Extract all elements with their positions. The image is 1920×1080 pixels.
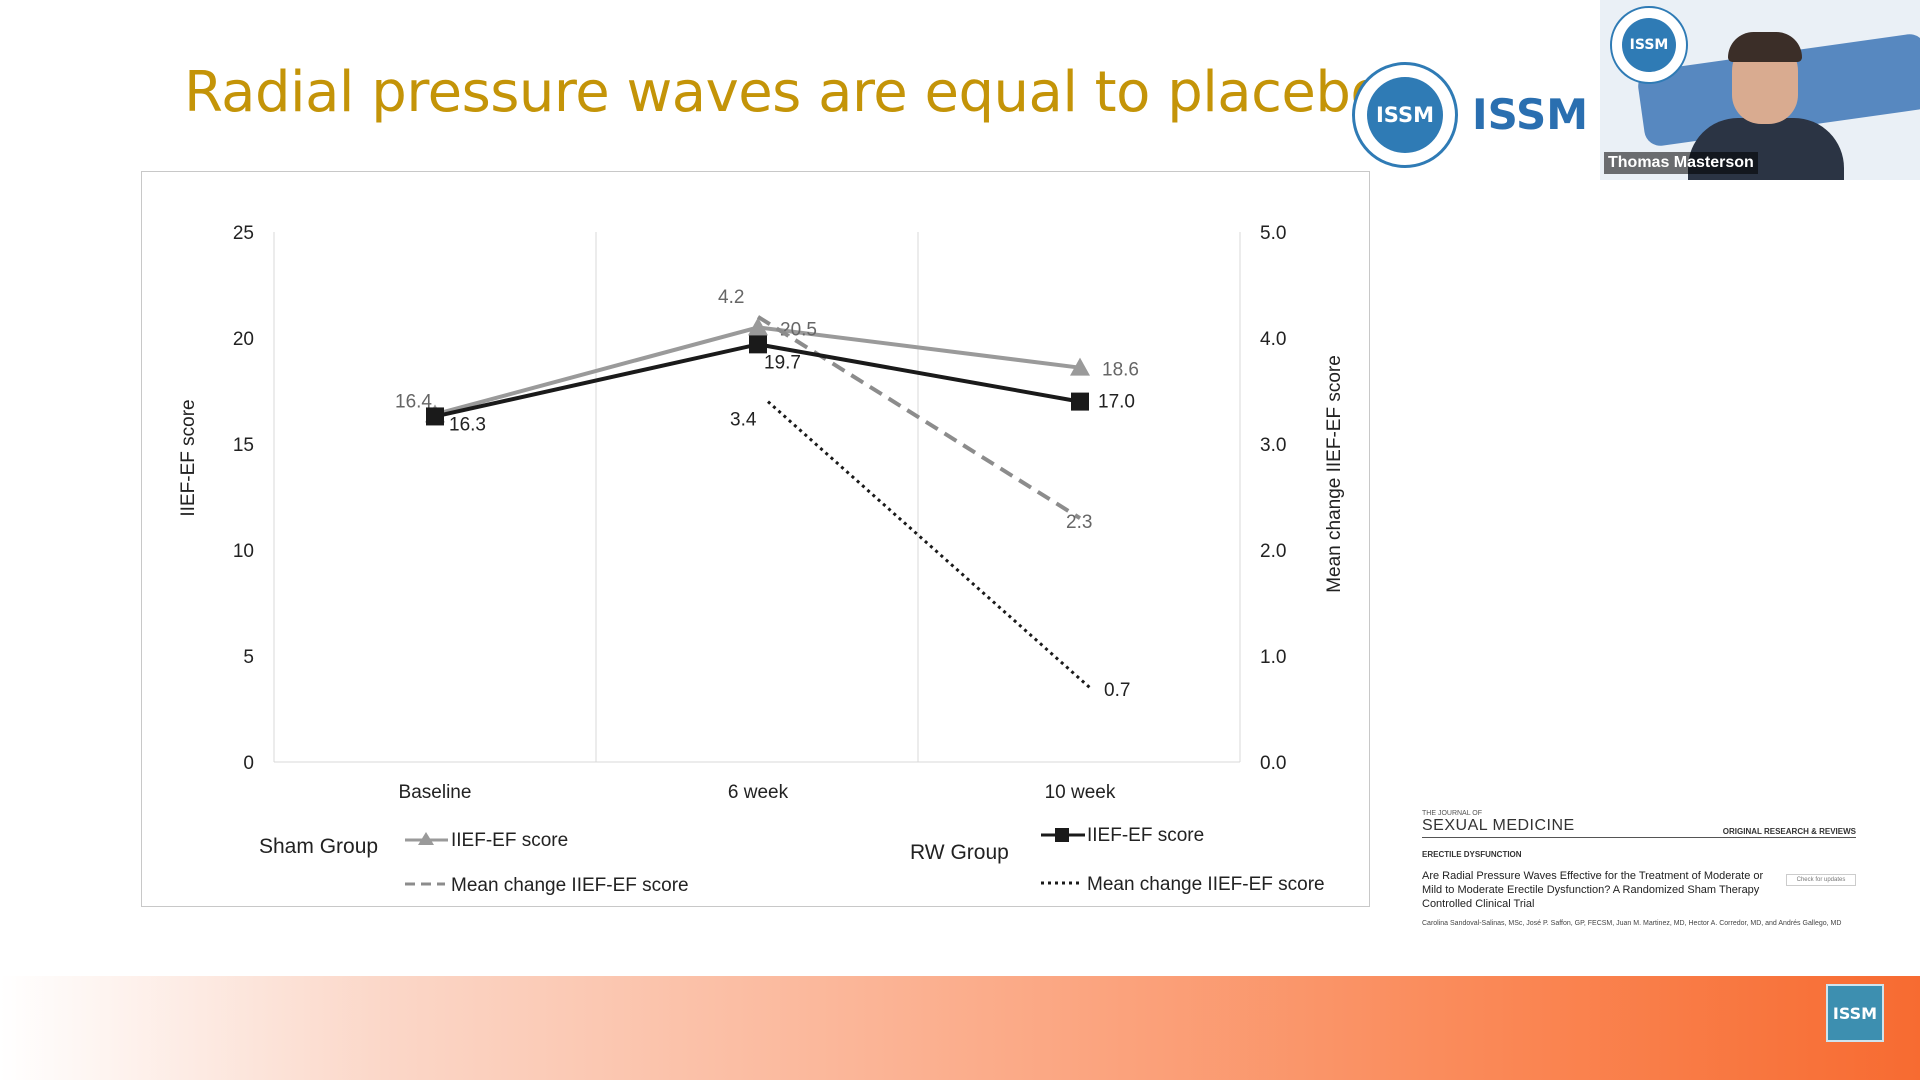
- data-label: 17.0: [1098, 392, 1135, 413]
- legend-item-label: Mean change IIEF-EF score: [1087, 874, 1325, 895]
- journal-top: THE JOURNAL OF: [1422, 810, 1483, 817]
- legend-item-label: IIEF-EF score: [1087, 825, 1204, 846]
- legend-group-label: Sham Group: [259, 835, 378, 858]
- slide-title: Radial pressure waves are equal to place…: [184, 60, 1385, 125]
- y-tick-label: 20: [233, 329, 254, 350]
- paper-category: ORIGINAL RESEARCH & REVIEWS: [1722, 827, 1856, 836]
- paper-title: Are Radial Pressure Waves Effective for …: [1422, 870, 1764, 910]
- legend-group-label: RW Group: [910, 841, 1009, 864]
- data-label: 20.5: [780, 319, 817, 340]
- data-point-square: [426, 407, 444, 426]
- series-line-rw-group-mean-change: [767, 400, 1091, 689]
- corner-logo-text: ISSM: [1832, 1003, 1878, 1023]
- legend-item-label: IIEF-EF score: [451, 830, 568, 851]
- y2-tick-label: 0.0: [1260, 753, 1286, 774]
- y-tick-label: 25: [233, 223, 254, 244]
- video-issm-logo: ISSM: [1610, 6, 1688, 84]
- data-label: 0.7: [1104, 680, 1130, 701]
- y2-tick-label: 4.0: [1260, 329, 1286, 350]
- y2-axis-title: Mean change IIEF-EF score: [1324, 355, 1345, 593]
- y-tick-label: 15: [233, 435, 254, 456]
- data-label: 4.2: [718, 287, 744, 308]
- y-tick-label: 10: [233, 541, 254, 562]
- journal-name: SEXUAL MEDICINE: [1422, 817, 1856, 838]
- data-label: 16.4: [395, 391, 432, 412]
- data-label: 3.4: [730, 410, 757, 431]
- data-point-triangle: [748, 317, 768, 336]
- video-issm-logo-text: ISSM: [1622, 18, 1676, 72]
- bottom-gradient-band: [0, 976, 1920, 1080]
- y2-tick-label: 5.0: [1260, 223, 1286, 244]
- speaker-video: ISSM Thomas Masterson: [1600, 0, 1920, 180]
- paper-reference: THE JOURNAL OF SEXUAL MEDICINE ORIGINAL …: [1422, 810, 1856, 944]
- data-point-square: [1071, 392, 1089, 411]
- issm-seal-text: ISSM: [1367, 77, 1443, 153]
- data-label: 2.3: [1066, 512, 1092, 533]
- y2-tick-label: 3.0: [1260, 435, 1286, 456]
- y-tick-label: 5: [243, 647, 254, 668]
- y2-tick-label: 1.0: [1260, 647, 1286, 668]
- corner-issm-logo: ISSM: [1826, 984, 1884, 1042]
- x-tick-label: 6 week: [728, 782, 789, 803]
- y2-tick-label: 2.0: [1260, 541, 1286, 562]
- x-tick-label: 10 week: [1045, 782, 1116, 803]
- y-tick-label: 0: [243, 753, 254, 774]
- x-tick-label: Baseline: [399, 782, 472, 803]
- legend-marker-square: [1055, 828, 1069, 842]
- data-label: 16.3: [449, 414, 486, 435]
- series-line-sham-group-mean-change: [756, 315, 1082, 520]
- paper-authors: Carolina Sandoval-Salinas, MSc, José P. …: [1422, 920, 1842, 927]
- chart-frame: [141, 171, 1370, 907]
- speaker-name: Thomas Masterson: [1604, 152, 1758, 174]
- data-label: 19.7: [764, 352, 801, 373]
- data-point-square: [749, 335, 767, 354]
- paper-section: ERECTILE DYSFUNCTION: [1422, 850, 1522, 859]
- y-axis-title: IIEF-EF score: [178, 399, 199, 516]
- data-label: 18.6: [1102, 360, 1139, 381]
- legend-item-label: Mean change IIEF-EF score: [451, 875, 689, 896]
- legend-marker-triangle: [418, 832, 434, 845]
- check-updates-badge[interactable]: Check for updates: [1786, 874, 1856, 886]
- speaker-hair: [1728, 32, 1802, 62]
- issm-seal-logo: ISSM: [1352, 62, 1458, 168]
- data-point-triangle: [1070, 357, 1090, 376]
